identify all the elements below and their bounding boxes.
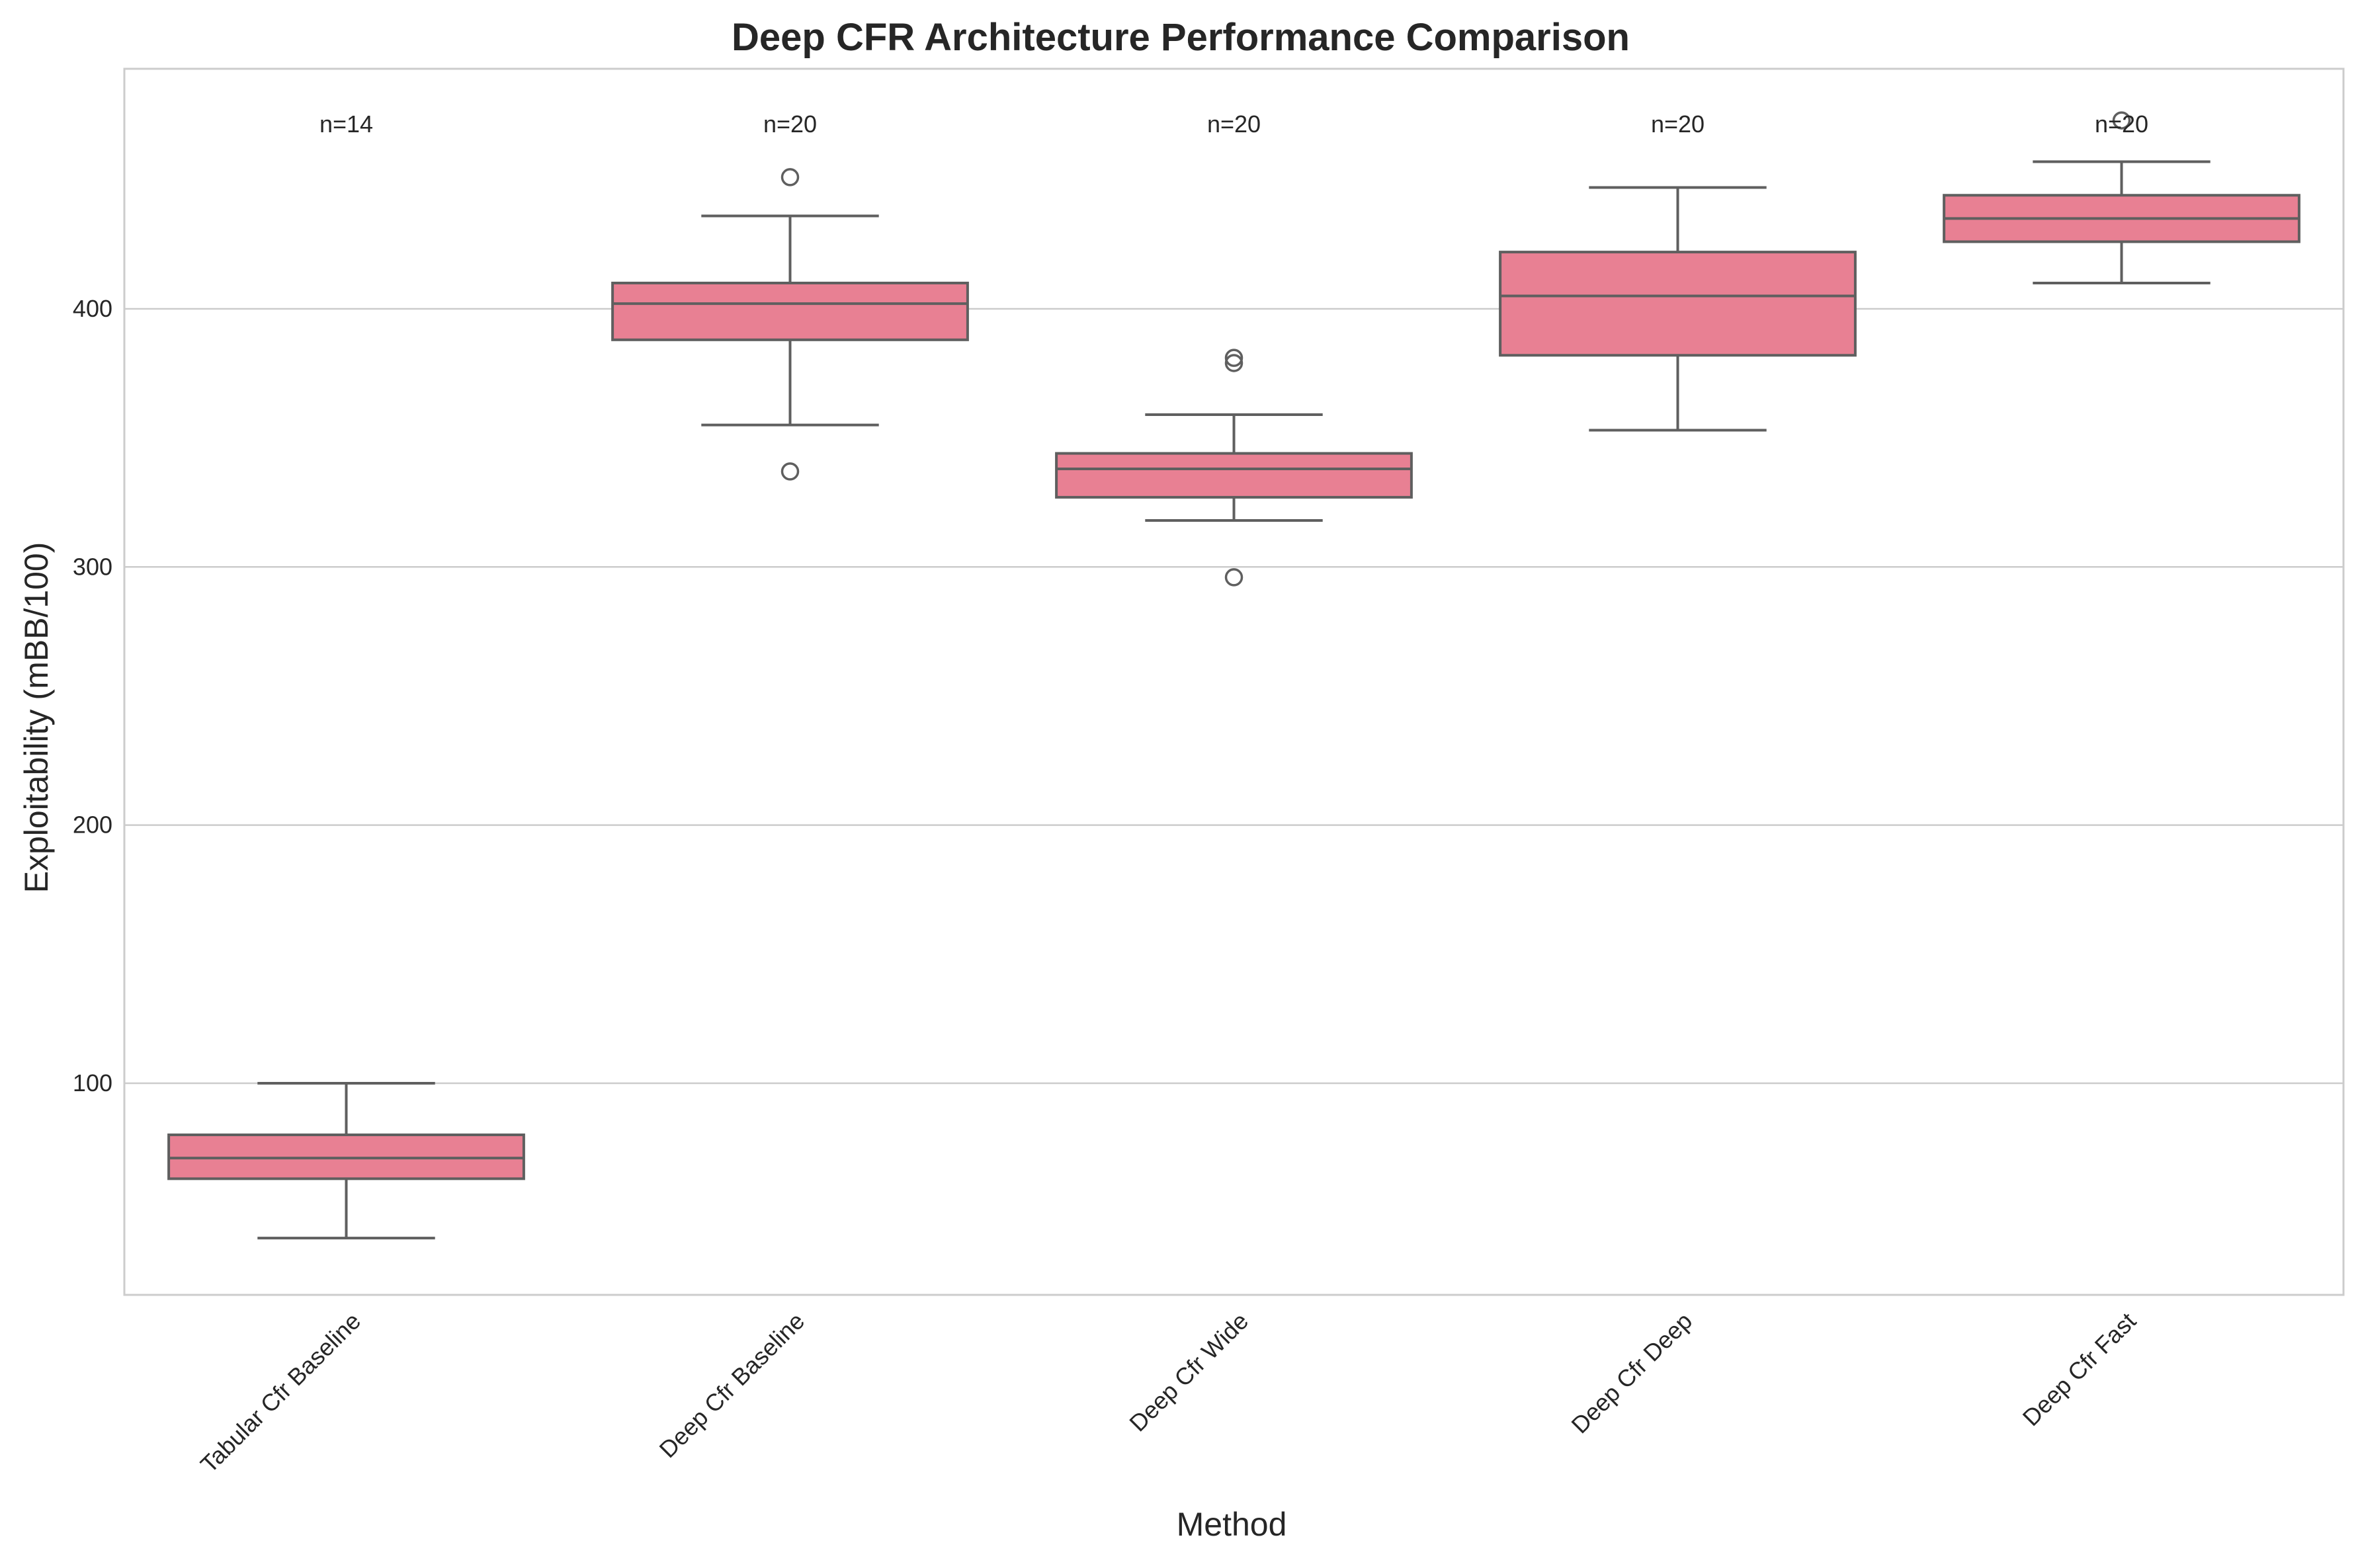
y-tick-label: 100: [73, 1069, 112, 1096]
sample-count-label: n=20: [1207, 110, 1261, 138]
outlier-point: [1224, 568, 1244, 587]
grid-layer: [124, 308, 2343, 1085]
box-group: [1055, 349, 1413, 587]
outlier-point: [2112, 111, 2131, 130]
y-tick-label: 300: [73, 553, 112, 580]
box-iqr: [1499, 251, 1857, 357]
x-tick-label: Deep Cfr Fast: [2017, 1307, 2141, 1431]
y-tick-label: 200: [73, 811, 112, 839]
sample-count-label: n=20: [1651, 110, 1705, 138]
sample-count-label: n=20: [2095, 110, 2148, 138]
box-layer: [167, 111, 2300, 1240]
box-group: [167, 1081, 525, 1240]
box-group: [1943, 111, 2300, 284]
y-tick-layer: 100 200 300 400: [73, 295, 112, 1096]
x-tick-label: Deep Cfr Baseline: [654, 1307, 810, 1464]
x-tick-label: Deep Cfr Deep: [1566, 1307, 1697, 1439]
box-iqr: [1055, 452, 1413, 499]
outlier-point: [1224, 354, 1244, 372]
x-tick-layer: Tabular Cfr Baseline Deep Cfr Baseline Dee…: [195, 1307, 2141, 1478]
box-group: [1499, 186, 1857, 432]
outlier-point: [780, 462, 800, 481]
chart-title: Deep CFR Architecture Performance Compar…: [732, 16, 1630, 59]
outlier-point: [780, 168, 800, 186]
x-tick-label: Deep Cfr Wide: [1124, 1307, 1253, 1437]
count-label-layer: n=14 n=20 n=20 n=20 n=20: [319, 110, 2148, 138]
box-iqr: [611, 281, 969, 341]
plot-frame: [123, 67, 2345, 1296]
box-group: [611, 168, 969, 481]
x-axis-label: Method: [1177, 1506, 1287, 1543]
sample-count-label: n=20: [763, 110, 817, 138]
outlier-point: [1224, 349, 1244, 367]
y-axis-label: Exploitability (mBB/100): [18, 542, 55, 893]
x-tick-label: Tabular Cfr Baseline: [195, 1307, 366, 1478]
sample-count-label: n=14: [319, 110, 373, 138]
y-tick-label: 400: [73, 295, 112, 322]
